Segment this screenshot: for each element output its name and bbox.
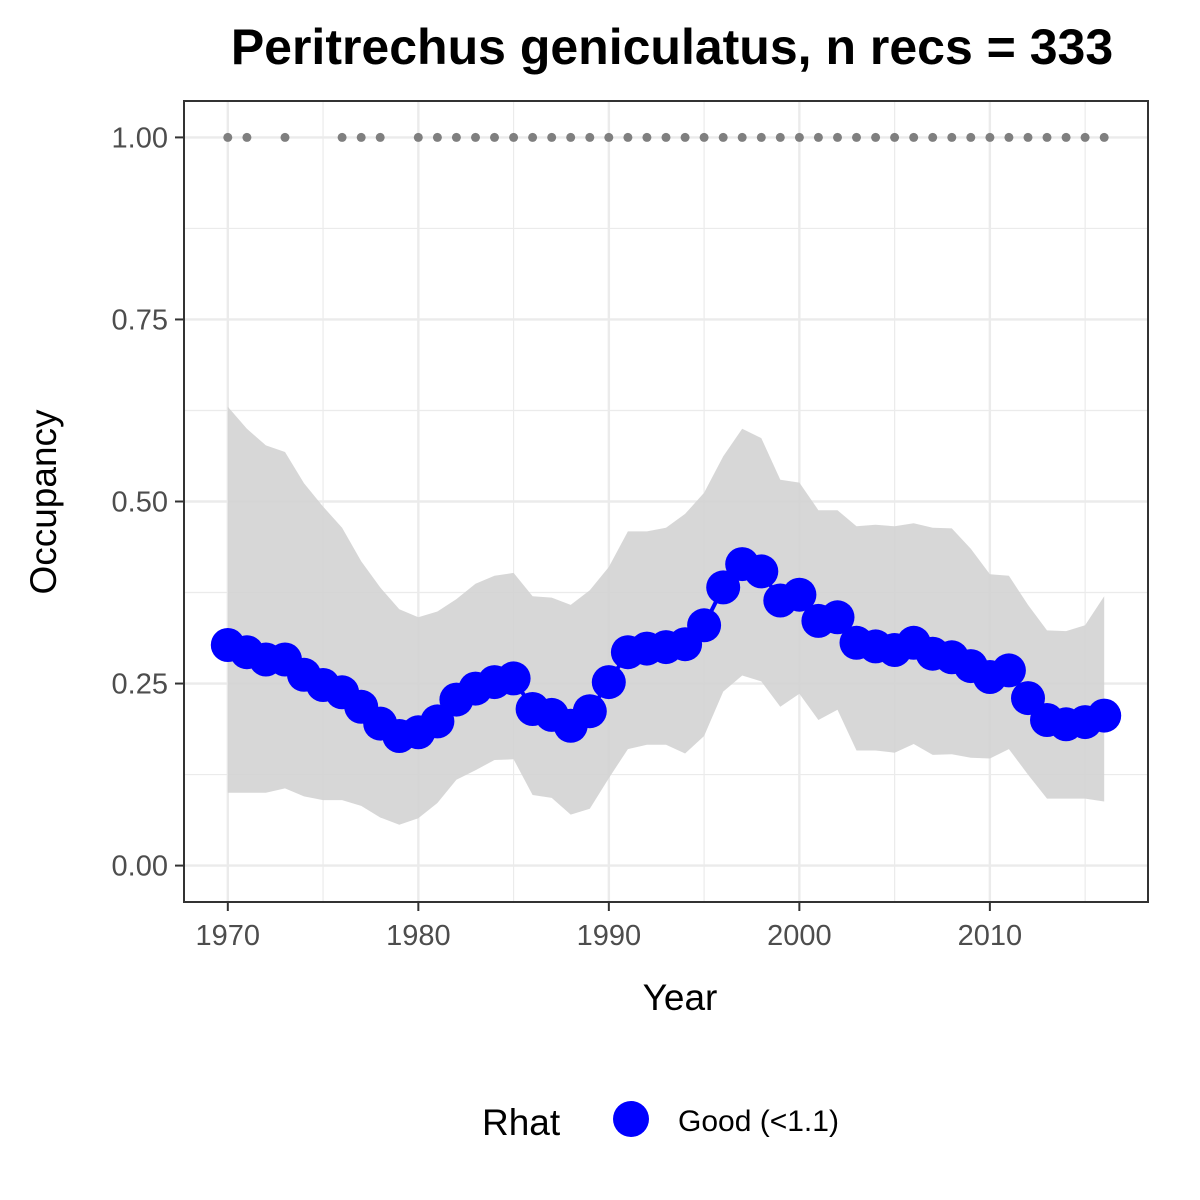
- record-marker: [680, 132, 690, 142]
- record-marker: [1004, 132, 1014, 142]
- record-marker: [413, 132, 423, 142]
- record-marker: [1042, 132, 1052, 142]
- record-marker: [928, 132, 938, 142]
- record-marker: [1099, 132, 1109, 142]
- legend-key-good: [613, 1101, 649, 1137]
- record-marker: [642, 132, 652, 142]
- record-marker: [604, 132, 614, 142]
- y-axis-title: Occupancy: [23, 409, 64, 595]
- record-marker: [490, 132, 499, 142]
- y-axis: 0.00 0.25 0.50 0.75 1.00: [112, 122, 184, 883]
- record-marker: [451, 132, 461, 142]
- x-tick-label: 1980: [386, 920, 451, 952]
- record-marker: [718, 132, 728, 142]
- record-marker: [909, 132, 919, 142]
- data-point: [572, 694, 607, 729]
- data-point: [744, 554, 779, 589]
- record-marker: [966, 132, 976, 142]
- occupancy-points: [210, 547, 1122, 753]
- record-marker: [985, 132, 995, 142]
- record-marker: [1061, 132, 1071, 142]
- record-marker: [871, 132, 881, 142]
- x-tick-label: 1990: [577, 920, 642, 952]
- record-marker: [528, 132, 538, 142]
- data-point: [591, 665, 626, 700]
- record-marker: [432, 132, 442, 142]
- record-marker: [585, 132, 595, 142]
- x-tick-label: 1970: [196, 920, 261, 952]
- record-marker: [794, 132, 804, 142]
- record-marker: [547, 132, 557, 142]
- record-marker: [242, 132, 252, 142]
- record-marker: [699, 132, 709, 142]
- record-marker: [375, 132, 385, 142]
- data-point: [991, 653, 1026, 688]
- record-marker: [737, 132, 747, 142]
- data-point: [1011, 681, 1045, 716]
- record-marker: [775, 132, 785, 142]
- y-tick-label: 0.00: [112, 851, 168, 883]
- record-marker: [833, 132, 842, 142]
- y-tick-label: 0.50: [112, 487, 168, 519]
- record-marker: [756, 132, 766, 142]
- record-marker: [280, 132, 290, 142]
- record-marker: [356, 132, 366, 142]
- record-marker: [661, 132, 671, 142]
- record-marker: [337, 132, 347, 142]
- data-point: [687, 608, 722, 643]
- record-marker: [223, 132, 233, 142]
- legend: Rhat Good (<1.1): [482, 1101, 839, 1143]
- y-tick-label: 1.00: [112, 122, 168, 154]
- record-marker: [471, 132, 480, 142]
- x-tick-label: 2010: [958, 920, 1023, 952]
- chart-title: Peritrechus geniculatus, n recs = 333: [231, 19, 1113, 75]
- x-axis-title: Year: [643, 977, 718, 1018]
- record-marker: [890, 132, 900, 142]
- data-point: [1087, 698, 1122, 733]
- data-point: [496, 661, 531, 696]
- record-marker: [509, 132, 519, 142]
- y-tick-label: 0.75: [112, 304, 168, 336]
- y-tick-label: 0.25: [112, 669, 168, 701]
- data-point: [706, 570, 741, 605]
- record-marker: [623, 132, 633, 142]
- legend-label-good: Good (<1.1): [678, 1105, 839, 1138]
- record-marker: [813, 132, 823, 142]
- legend-title: Rhat: [482, 1102, 561, 1143]
- record-marker: [852, 132, 861, 142]
- data-point: [820, 600, 855, 635]
- record-marker: [947, 132, 957, 142]
- record-year-markers: [223, 132, 1109, 142]
- data-point: [782, 577, 817, 612]
- record-marker: [1023, 132, 1033, 142]
- x-axis: 1970 1980 1990 2000 2010: [196, 902, 1023, 952]
- record-marker: [1080, 132, 1090, 142]
- x-tick-label: 2000: [767, 920, 832, 952]
- record-marker: [566, 132, 576, 142]
